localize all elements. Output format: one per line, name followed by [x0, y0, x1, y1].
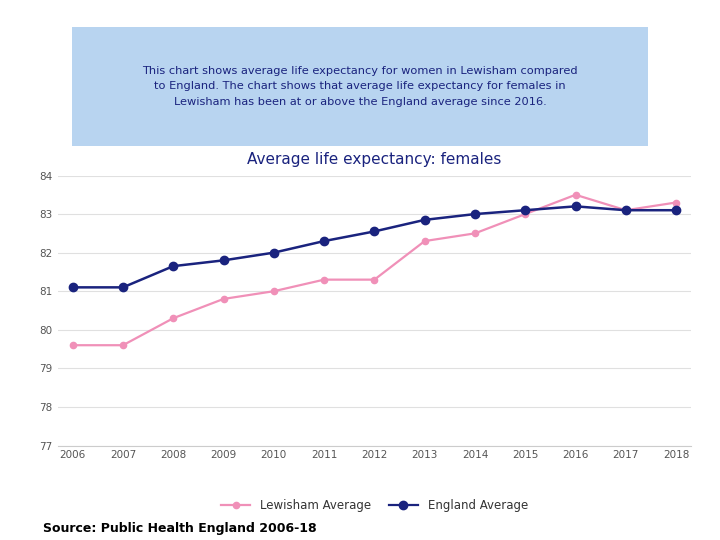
- England Average: [471, 211, 480, 217]
- England Average: [219, 257, 228, 264]
- Text: Source: Public Health England 2006-18: Source: Public Health England 2006-18: [43, 522, 317, 535]
- England Average: [119, 284, 127, 291]
- England Average: [672, 207, 680, 213]
- England Average: [621, 207, 630, 213]
- England Average: [521, 207, 530, 213]
- Lewisham Average: [370, 276, 379, 283]
- Lewisham Average: [320, 276, 328, 283]
- Lewisham Average: [621, 207, 630, 213]
- England Average: [320, 238, 328, 244]
- Lewisham Average: [169, 315, 178, 321]
- Lewisham Average: [471, 230, 480, 237]
- Lewisham Average: [521, 211, 530, 217]
- Lewisham Average: [672, 199, 680, 206]
- England Average: [420, 217, 429, 223]
- Lewisham Average: [119, 342, 127, 348]
- England Average: [68, 284, 77, 291]
- Lewisham Average: [420, 238, 429, 244]
- Lewisham Average: [68, 342, 77, 348]
- England Average: [571, 203, 580, 210]
- Title: Average life expectancy: females: Average life expectancy: females: [247, 152, 502, 167]
- Line: England Average: England Average: [68, 202, 680, 292]
- FancyBboxPatch shape: [43, 21, 677, 152]
- England Average: [370, 228, 379, 235]
- Lewisham Average: [219, 296, 228, 302]
- Lewisham Average: [269, 288, 278, 294]
- Line: Lewisham Average: Lewisham Average: [70, 192, 679, 348]
- England Average: [269, 249, 278, 256]
- Text: This chart shows average life expectancy for women in Lewisham compared
to Engla: This chart shows average life expectancy…: [142, 66, 578, 107]
- Legend: Lewisham Average, England Average: Lewisham Average, England Average: [216, 495, 533, 517]
- England Average: [169, 263, 178, 269]
- Lewisham Average: [571, 192, 580, 198]
